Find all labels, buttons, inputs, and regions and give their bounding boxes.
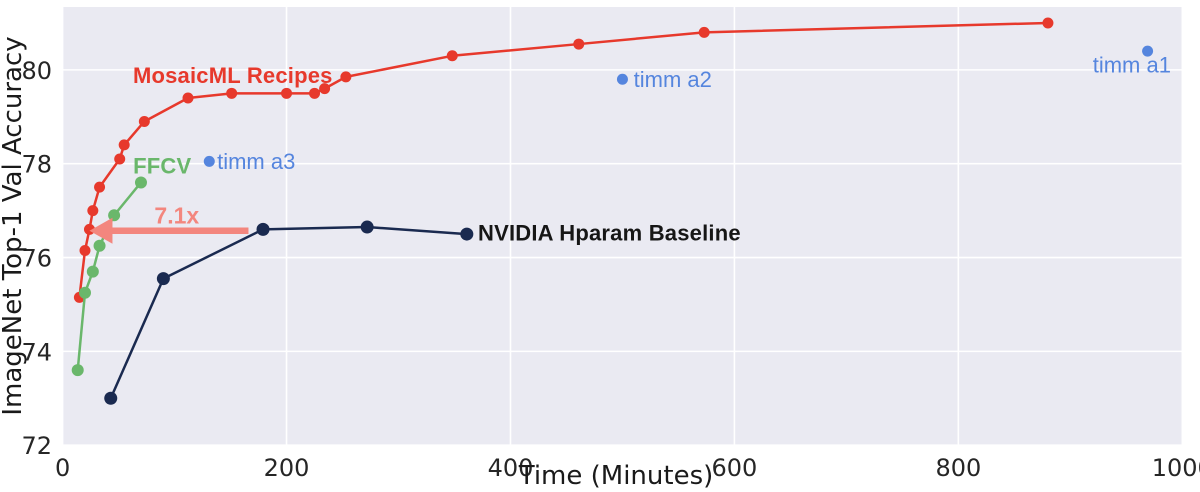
- data-point: [114, 153, 126, 165]
- data-point: [134, 176, 147, 189]
- y-tick-label: 74: [21, 338, 52, 366]
- x-axis-label: Time (Minutes): [518, 461, 714, 491]
- data-point: [256, 222, 270, 236]
- y-tick-label: 78: [21, 151, 52, 179]
- series-line: [76, 181, 143, 372]
- series-label: FFCV: [133, 154, 191, 179]
- y-tick-label: 76: [21, 245, 52, 273]
- data-point: [87, 205, 99, 217]
- data-point: [108, 209, 121, 222]
- speedup-label: 7.1x: [154, 202, 199, 228]
- data-point: [104, 391, 118, 405]
- speedup-arrow-head: [89, 217, 113, 244]
- data-point: [182, 92, 194, 104]
- data-point: [309, 87, 321, 99]
- data-point: [281, 87, 293, 99]
- series-mosaicml-recipes: MosaicML Recipes: [73, 17, 1054, 303]
- data-point: [573, 38, 585, 50]
- gridlines: [61, 7, 1184, 447]
- y-tick-label: 72: [21, 432, 52, 460]
- scatter-point: [1142, 45, 1154, 57]
- scatter-point-label: timm a1: [1093, 53, 1171, 78]
- series-group: MosaicML Recipes FFCV NVIDIA Hparam Baseli…: [71, 17, 1054, 405]
- tick-labels: 0 200 400 600 800 1000 72 74 76 78 80: [21, 57, 1200, 482]
- x-tick-label: 800: [935, 454, 981, 482]
- scatter-point: [616, 73, 628, 85]
- data-point: [93, 239, 106, 252]
- data-point: [94, 181, 106, 193]
- series-label: NVIDIA Hparam Baseline: [478, 221, 741, 246]
- data-point: [86, 265, 99, 278]
- data-point: [156, 272, 170, 286]
- x-tick-label: 200: [264, 454, 310, 482]
- data-point: [138, 115, 150, 127]
- scatter-timm-a1: timm a1: [1093, 45, 1171, 78]
- x-tick-label: 0: [55, 454, 70, 482]
- x-tick-label: 1000: [1152, 454, 1200, 482]
- series-label: MosaicML Recipes: [133, 63, 333, 88]
- scatter-point: [203, 155, 215, 167]
- scatter-group: timm a3 timm a2 timm a1: [203, 45, 1171, 174]
- series-nvidia-hparam-baseline: NVIDIA Hparam Baseline: [104, 220, 741, 405]
- data-point: [226, 87, 238, 99]
- y-axis-label: ImageNet Top-1 Val Accuracy: [0, 36, 28, 415]
- scatter-timm-a2: timm a2: [616, 67, 712, 92]
- y-tick-label: 80: [21, 57, 52, 85]
- data-point: [698, 26, 710, 38]
- data-point: [1042, 17, 1054, 29]
- data-point: [460, 227, 474, 241]
- series-ffcv: FFCV: [71, 154, 191, 377]
- data-point: [71, 364, 84, 377]
- data-point: [360, 220, 374, 234]
- scatter-point-label: timm a2: [634, 67, 712, 92]
- data-point: [340, 71, 352, 83]
- scatter-timm-a3: timm a3: [203, 149, 295, 174]
- scatter-point-label: timm a3: [217, 149, 295, 174]
- data-point: [118, 139, 130, 151]
- data-point: [78, 286, 91, 299]
- x-tick-label: 600: [712, 454, 758, 482]
- data-point: [319, 83, 331, 95]
- annotation-group: 7.1x: [89, 202, 249, 244]
- x-tick-label: 400: [488, 454, 534, 482]
- data-point: [446, 50, 458, 62]
- data-point: [79, 244, 91, 256]
